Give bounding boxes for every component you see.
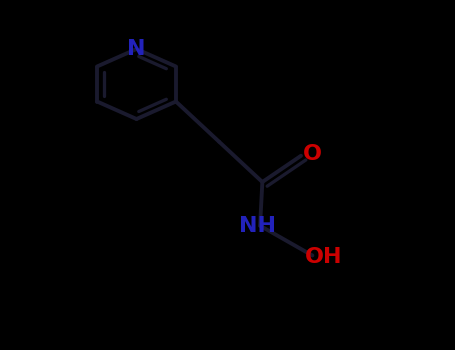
Text: OH: OH [305, 247, 343, 267]
Text: N: N [127, 39, 146, 59]
Text: NH: NH [239, 216, 276, 236]
Text: O: O [303, 144, 322, 164]
